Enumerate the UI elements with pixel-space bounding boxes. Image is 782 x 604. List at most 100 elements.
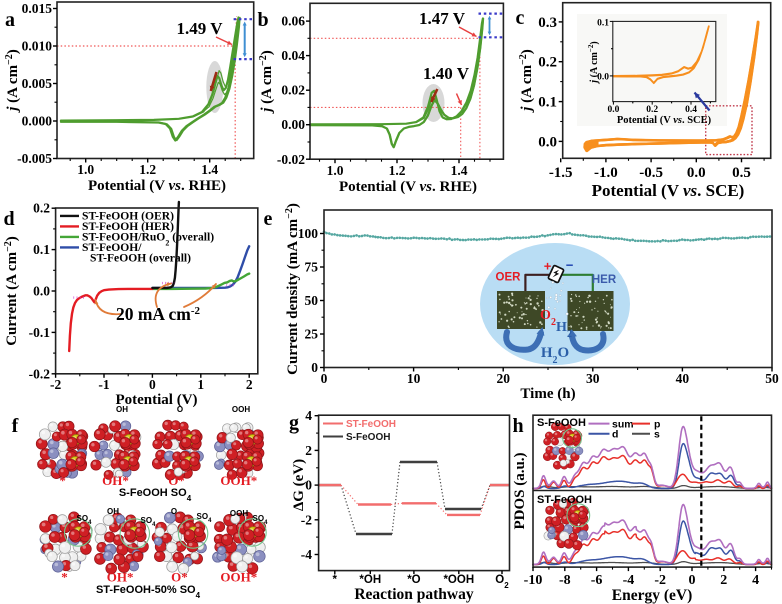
svg-text:4: 4 bbox=[752, 573, 759, 588]
svg-text:50: 50 bbox=[305, 293, 319, 308]
svg-text:d: d bbox=[3, 208, 14, 230]
svg-text:S-FeOOH: S-FeOOH bbox=[537, 417, 586, 429]
svg-text:4: 4 bbox=[305, 408, 312, 423]
svg-text:h: h bbox=[512, 415, 523, 437]
svg-text:1.40 V: 1.40 V bbox=[423, 64, 470, 83]
svg-text:0.1: 0.1 bbox=[538, 95, 557, 111]
svg-text:1.2: 1.2 bbox=[139, 162, 156, 177]
svg-text:*OOH: *OOH bbox=[443, 574, 474, 586]
svg-text:f: f bbox=[12, 415, 19, 437]
svg-text:HER: HER bbox=[592, 274, 617, 286]
svg-text:0.02: 0.02 bbox=[281, 83, 305, 98]
svg-text:*O: *O bbox=[407, 574, 420, 586]
svg-text:-4: -4 bbox=[301, 547, 312, 562]
svg-text:O: O bbox=[171, 507, 177, 516]
svg-text:1.49 V: 1.49 V bbox=[177, 19, 224, 38]
svg-text:1.47 V: 1.47 V bbox=[419, 9, 466, 28]
svg-text:O: O bbox=[177, 405, 183, 414]
svg-text:-0.1: -0.1 bbox=[29, 325, 51, 340]
svg-text:-0.5: -0.5 bbox=[639, 165, 663, 181]
svg-text:ST-FeOOH: ST-FeOOH bbox=[346, 419, 396, 430]
svg-text:j (A cm−2): j (A cm−2) bbox=[4, 49, 22, 113]
svg-text:10: 10 bbox=[407, 371, 421, 386]
svg-text:0.2: 0.2 bbox=[33, 201, 50, 216]
svg-text:-0.005: -0.005 bbox=[17, 151, 52, 166]
svg-text:0: 0 bbox=[149, 377, 156, 392]
svg-text:0: 0 bbox=[321, 371, 328, 386]
svg-text:0.04: 0.04 bbox=[281, 48, 305, 63]
svg-text:Potential (V): Potential (V) bbox=[115, 392, 197, 408]
svg-text:0.2: 0.2 bbox=[646, 105, 658, 115]
svg-text:0.1: 0.1 bbox=[597, 19, 609, 29]
svg-text:sum: sum bbox=[612, 418, 634, 430]
svg-text:ΔG (eV): ΔG (eV) bbox=[291, 459, 307, 511]
svg-text:e: e bbox=[264, 208, 273, 230]
svg-text:ST-FeOOH/RuO2 (overall): ST-FeOOH/RuO2 (overall) bbox=[82, 231, 214, 248]
svg-text:25: 25 bbox=[305, 327, 319, 342]
svg-text:ST-FeOOH (HER): ST-FeOOH (HER) bbox=[82, 220, 174, 233]
svg-text:g: g bbox=[289, 412, 299, 434]
svg-text:1.0: 1.0 bbox=[327, 163, 344, 178]
svg-text:ST-FeOOH/: ST-FeOOH/ bbox=[82, 241, 142, 254]
svg-text:j (A cm−2): j (A cm−2) bbox=[518, 49, 536, 113]
svg-text:s: s bbox=[654, 429, 660, 441]
svg-text:20: 20 bbox=[496, 371, 510, 386]
svg-text:OH: OH bbox=[107, 507, 119, 516]
svg-text:0.0: 0.0 bbox=[607, 105, 619, 115]
svg-text:-10: -10 bbox=[524, 573, 543, 588]
svg-text:0.000: 0.000 bbox=[22, 114, 53, 129]
svg-text:S-FeOOH: S-FeOOH bbox=[346, 432, 390, 443]
svg-text:40: 40 bbox=[676, 371, 690, 386]
svg-text:-8: -8 bbox=[559, 573, 571, 588]
svg-text:0.06: 0.06 bbox=[281, 14, 305, 29]
svg-text:1.0: 1.0 bbox=[77, 162, 94, 177]
svg-text:*: * bbox=[61, 570, 68, 585]
svg-text:ST-FeOOH (OER): ST-FeOOH (OER) bbox=[82, 210, 174, 223]
svg-text:b: b bbox=[257, 9, 268, 31]
svg-text:p: p bbox=[654, 418, 660, 430]
svg-text:1.2: 1.2 bbox=[389, 163, 406, 178]
svg-text:S-FeOOH SO4: S-FeOOH SO4 bbox=[119, 487, 192, 503]
svg-text:-2: -2 bbox=[654, 573, 666, 588]
svg-text:0: 0 bbox=[305, 478, 312, 493]
svg-text:20 mA cm-2: 20 mA cm-2 bbox=[116, 304, 201, 324]
svg-text:*: * bbox=[59, 473, 66, 488]
svg-text:2: 2 bbox=[720, 573, 727, 588]
svg-text:0.00: 0.00 bbox=[281, 117, 305, 132]
svg-text:30: 30 bbox=[586, 371, 600, 386]
svg-text:-0.2: -0.2 bbox=[29, 366, 51, 381]
svg-text:-2: -2 bbox=[50, 377, 61, 392]
svg-text:j (A cm−2): j (A cm−2) bbox=[258, 50, 276, 114]
svg-text:-1.0: -1.0 bbox=[594, 165, 618, 181]
svg-text:-1.5: -1.5 bbox=[549, 165, 573, 181]
svg-text:OOH: OOH bbox=[230, 509, 248, 518]
svg-text:ST-FeOOH-50% SO4: ST-FeOOH-50% SO4 bbox=[96, 584, 201, 600]
svg-text:H2O: H2O bbox=[541, 345, 569, 366]
svg-text:0.1: 0.1 bbox=[33, 242, 50, 257]
svg-text:75: 75 bbox=[305, 260, 319, 275]
svg-text:OH*: OH* bbox=[102, 473, 129, 488]
svg-text:c: c bbox=[516, 7, 525, 29]
svg-text:0.010: 0.010 bbox=[22, 39, 53, 54]
svg-text:Current density (mA cm−2): Current density (mA cm−2) bbox=[284, 203, 302, 375]
svg-text:2: 2 bbox=[305, 443, 312, 458]
svg-text:1.4: 1.4 bbox=[201, 162, 218, 177]
svg-text:OOH*: OOH* bbox=[220, 473, 257, 488]
svg-text:1.4: 1.4 bbox=[451, 163, 468, 178]
svg-text:0.0: 0.0 bbox=[597, 73, 609, 83]
svg-text:2: 2 bbox=[246, 377, 253, 392]
svg-text:0.005: 0.005 bbox=[22, 76, 53, 91]
svg-text:0.5: 0.5 bbox=[732, 165, 751, 181]
svg-text:-0.02: -0.02 bbox=[277, 152, 305, 167]
svg-text:0.4: 0.4 bbox=[685, 105, 697, 115]
svg-text:0.015: 0.015 bbox=[22, 1, 53, 16]
svg-text:ST-FeOOH: ST-FeOOH bbox=[537, 494, 592, 506]
svg-text:Time (h): Time (h) bbox=[520, 386, 575, 402]
svg-text:*OH: *OH bbox=[359, 574, 381, 586]
svg-text:OOH*: OOH* bbox=[220, 570, 257, 585]
svg-text:j (A cm−2): j (A cm−2) bbox=[587, 41, 600, 84]
svg-text:0: 0 bbox=[311, 360, 318, 375]
svg-text:Potential (V vs. RHE): Potential (V vs. RHE) bbox=[88, 178, 226, 194]
svg-text:ST-FeOOH (overall): ST-FeOOH (overall) bbox=[90, 252, 191, 265]
svg-text:-4: -4 bbox=[623, 573, 635, 588]
